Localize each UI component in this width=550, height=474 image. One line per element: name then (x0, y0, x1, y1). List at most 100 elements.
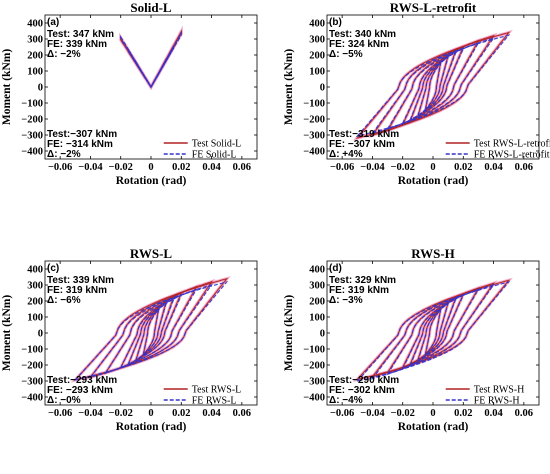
annotation-top-line: Δ: −6% (47, 295, 81, 306)
legend-label-fe: FE RWS-H (474, 396, 520, 407)
y-axis-label: Moment (kNm) (283, 295, 295, 371)
y-tick-label: −300 (21, 131, 43, 142)
x-tick-label: 0.06 (515, 408, 533, 419)
fe-series-loop-6 (370, 283, 496, 380)
x-tick-label: −0.02 (391, 162, 415, 173)
y-tick-label: 200 (27, 297, 43, 308)
y-axis-label: Moment (kNm) (1, 49, 13, 125)
x-tick-label: −0.06 (330, 408, 354, 419)
y-tick-label: 200 (309, 297, 325, 308)
y-tick-label: −100 (303, 345, 325, 356)
y-tick-label: −400 (21, 393, 43, 404)
panel-title: RWS-L-retrofit (390, 0, 477, 15)
test-series-loop-6 (370, 34, 496, 137)
x-tick-label: 0.04 (202, 162, 221, 173)
annotation-bottom-line: Test:−319 kNm (329, 129, 399, 140)
y-tick-label: 400 (27, 265, 43, 276)
y-tick-label: 300 (309, 281, 325, 292)
x-axis-label: Rotation (rad) (116, 421, 187, 433)
x-tick-label: −0.02 (109, 162, 133, 173)
x-tick-label: 0 (430, 162, 435, 173)
fe-series-loop-3 (409, 297, 457, 367)
x-tick-label: 0.02 (172, 408, 190, 419)
annotation-bottom-line: Test:−293 kNm (47, 375, 117, 386)
hysteresis-curves (352, 277, 513, 383)
x-tick-label: 0.02 (172, 162, 190, 173)
y-tick-label: −400 (303, 147, 325, 158)
legend-label-fe: FE RWS-L-retrofit (474, 150, 550, 161)
y-tick-label: 0 (38, 329, 43, 340)
chart-panel-3: RWS-L −0.06 −0.04 −0.02 0 0.02 0.04 0.06 −400 −30… (1, 246, 258, 433)
annotation-bottom-line: FE: −314 kNm (47, 139, 113, 150)
y-tick-label: −100 (303, 99, 325, 110)
fe-series-loop-5 (386, 288, 480, 376)
y-tick-label: −200 (303, 361, 325, 372)
x-axis-label: Rotation (rad) (398, 421, 469, 433)
y-axis-label: Moment (kNm) (1, 295, 13, 371)
y-tick-label: 0 (320, 83, 325, 94)
test-envelope-shade-loop-3 (126, 44, 176, 91)
annotation-bottom-line: FE: −307 kNm (329, 139, 395, 150)
annotation-top-line: Test: 339 kNm (47, 275, 114, 286)
annotation-top-line: Δ: −2% (47, 49, 81, 60)
x-tick-label: 0.04 (484, 162, 503, 173)
x-tick-label: 0.04 (202, 408, 221, 419)
fe-series-loop-5 (104, 288, 198, 375)
fe-series-loop-3 (127, 46, 175, 89)
annotation-bottom-line: Δ: −4% (329, 395, 363, 406)
legend-label-fe: FE RWS-L (192, 396, 237, 407)
y-tick-label: −200 (21, 361, 43, 372)
test-series-loop-6 (370, 282, 496, 378)
y-tick-label: −100 (21, 345, 43, 356)
test-series-loop-3 (127, 45, 175, 89)
hysteresis-curves (352, 29, 513, 141)
y-tick-label: 300 (27, 35, 43, 46)
hysteresis-curves (70, 276, 231, 383)
fe-series-loop-5 (386, 41, 480, 130)
x-tick-label: −0.02 (109, 408, 133, 419)
fe-series-loop-7 (73, 280, 229, 381)
fe-series-loop-4 (120, 30, 182, 89)
y-tick-label: 300 (309, 35, 325, 46)
panel-title: RWS-L (130, 246, 172, 261)
annotation-top-line: Test: 340 kNm (329, 29, 396, 40)
test-envelope-shade-loop-6 (368, 32, 498, 138)
panel-label: (b) (329, 17, 342, 28)
fe-series-loop-1 (424, 61, 442, 112)
x-tick-label: −0.06 (48, 408, 72, 419)
x-tick-label: 0 (430, 408, 435, 419)
annotation-top-line: Δ: −5% (329, 49, 363, 60)
y-axis-label: Moment (kNm) (283, 49, 295, 125)
annotation-top-line: FE: 339 kNm (47, 39, 107, 50)
annotation-bottom-line: Test:−290 kNm (329, 375, 399, 386)
legend-label-test: Test RWS-L (192, 385, 242, 396)
annotation-bottom-line: FE: −293 kNm (47, 385, 113, 396)
x-tick-label: 0 (148, 162, 153, 173)
y-tick-label: −400 (21, 147, 43, 158)
y-tick-label: 200 (309, 51, 325, 62)
x-tick-label: −0.04 (360, 408, 385, 419)
y-tick-label: −300 (303, 131, 325, 142)
x-tick-label: 0.04 (484, 408, 503, 419)
y-tick-label: 0 (38, 83, 43, 94)
panel-label: (c) (47, 263, 59, 274)
test-envelope-shade-loop-4 (119, 25, 183, 91)
fe-series-loop-6 (88, 283, 214, 379)
x-tick-label: −0.02 (391, 408, 415, 419)
y-tick-label: −100 (21, 99, 43, 110)
fe-series-loop-4 (401, 47, 465, 125)
x-tick-label: 0.06 (515, 162, 533, 173)
y-tick-label: −200 (21, 115, 43, 126)
y-tick-label: 100 (309, 313, 325, 324)
annotation-bottom-line: Test:−307 kNm (47, 129, 117, 140)
legend-label-test: Test RWS-L-retrofit (474, 139, 550, 150)
y-tick-label: 400 (27, 19, 43, 30)
annotation-top-line: FE: 319 kNm (329, 285, 389, 296)
x-tick-label: 0.02 (454, 408, 472, 419)
x-axis-label: Rotation (rad) (116, 175, 187, 187)
x-tick-label: 0.06 (233, 162, 251, 173)
annotation-bottom-line: Δ: −0% (47, 395, 81, 406)
test-envelope-shade-loop-5 (384, 37, 482, 134)
annotation-bottom-line: Δ: −2% (47, 149, 81, 160)
y-tick-label: 400 (309, 19, 325, 30)
